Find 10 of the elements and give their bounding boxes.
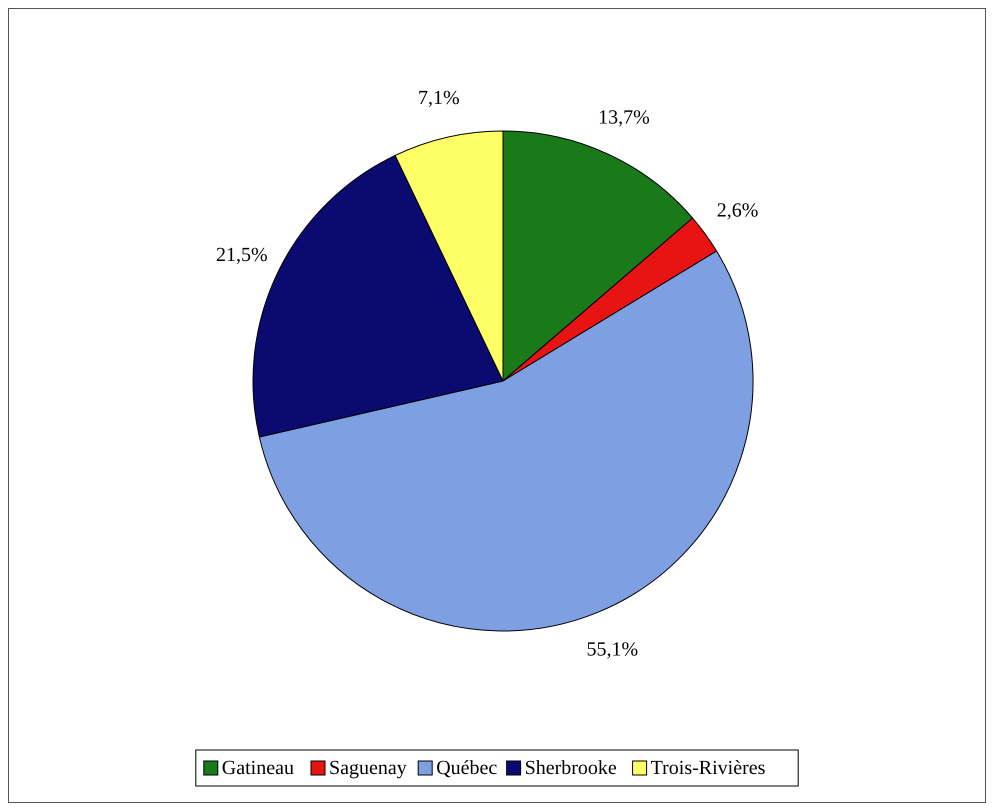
data-label: 7,1% xyxy=(418,87,460,110)
legend-label: Gatineau xyxy=(222,757,294,779)
data-label: 55,1% xyxy=(586,638,638,661)
data-label: 2,6% xyxy=(716,200,758,222)
data-label: 21,5% xyxy=(216,244,268,266)
legend-label: Québec xyxy=(436,757,498,779)
legend-label: Saguenay xyxy=(329,757,407,779)
legend-label: Trois-Rivières xyxy=(650,757,766,779)
legend-label: Sherbrooke xyxy=(524,757,617,779)
data-label: 13,7% xyxy=(598,106,650,128)
